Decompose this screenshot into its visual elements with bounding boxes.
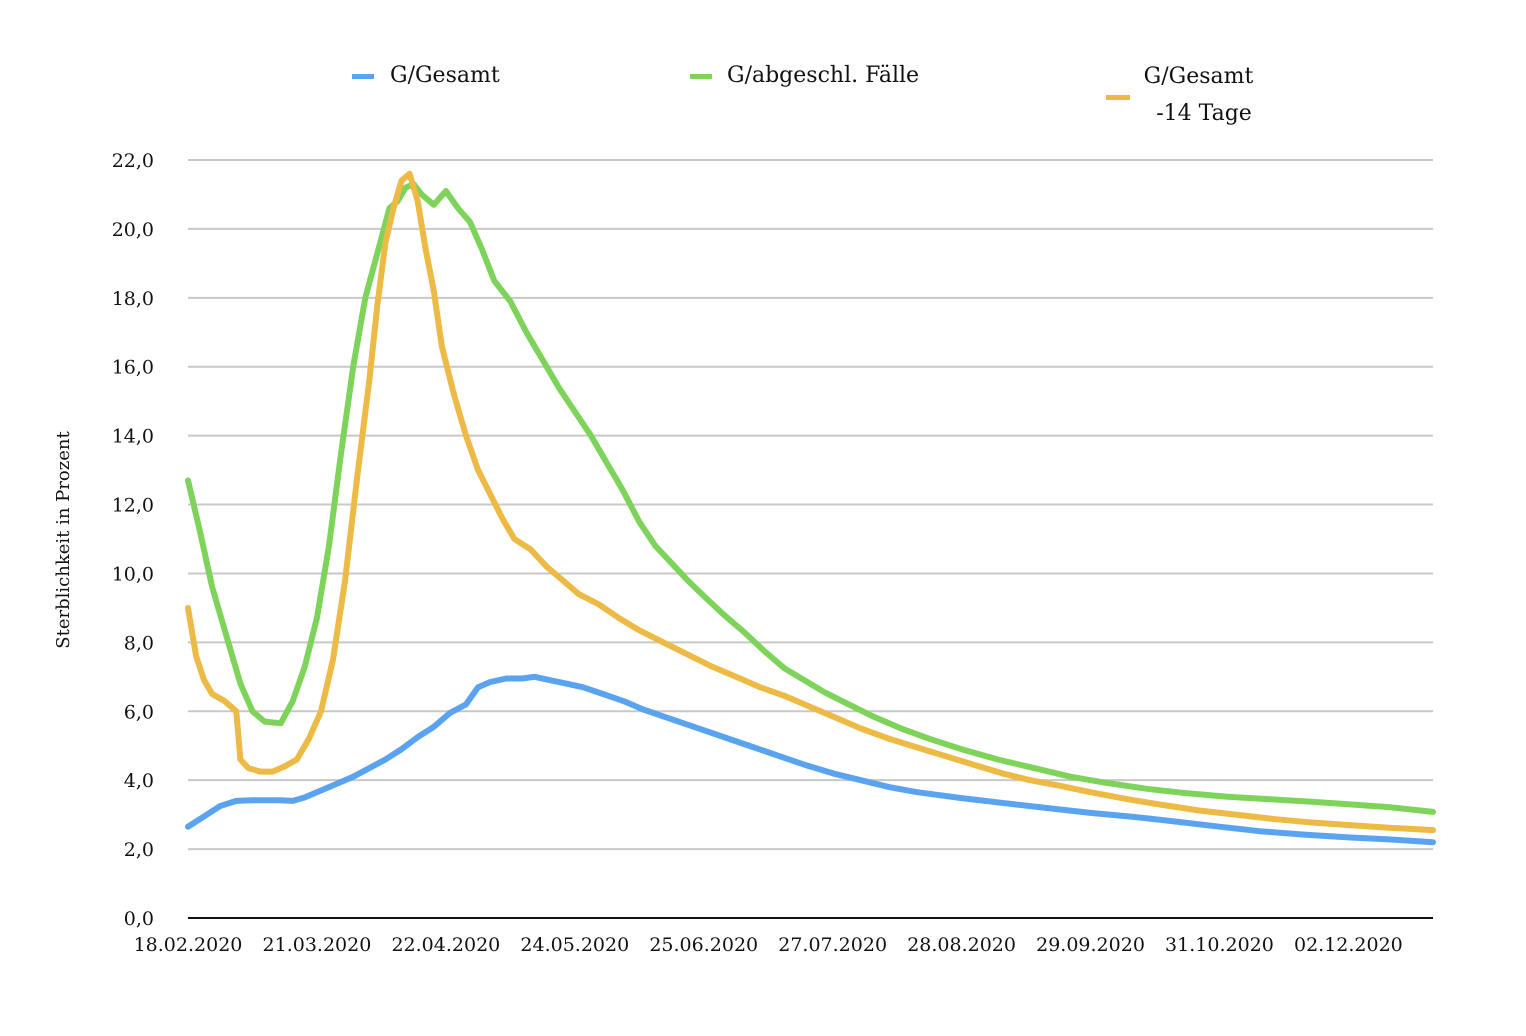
legend-label-abgeschl: G/abgeschl. Fälle [727,63,919,88]
x-tick-label: 02.12.2020 [1294,934,1403,956]
y-tick-label: 8,0 [124,632,154,654]
y-axis-title: Sterblichkeit in Prozent [53,431,74,649]
x-tick-label: 22.04.2020 [391,934,500,956]
series-line-gesamt [185,673,1436,846]
y-tick-label: 12,0 [112,495,154,517]
y-tick-label: 10,0 [112,563,154,585]
y-tick-label: 4,0 [124,770,154,792]
x-tick-label: 21.03.2020 [263,934,372,956]
y-tick-label: 18,0 [112,288,154,310]
series-lines [185,170,1436,846]
y-tick-label: 6,0 [124,701,154,723]
y-tick-label: 0,0 [124,908,154,930]
series-line-gesamt-14 [185,170,1436,834]
y-tick-label: 22,0 [112,150,154,172]
legend-swatch-gesamt-14 [1106,95,1130,100]
legend-swatch-abgeschl [690,74,712,79]
x-tick-label: 27.07.2020 [778,934,887,956]
legend-label-gesamt-14: G/Gesamt -14 Tage [1144,64,1261,126]
y-axis-ticks: 0,0 2,0 4,0 6,0 8,0 10,0 12,0 14,0 16,0 18,0 20,0 2… [112,150,154,930]
y-tick-label: 16,0 [112,357,154,379]
legend-item-gesamt-14: G/Gesamt -14 Tage [1106,64,1261,126]
x-tick-label: 24.05.2020 [520,934,629,956]
legend: G/Gesamt G/abgeschl. Fälle G/Gesamt -14 … [352,63,1261,126]
x-tick-label: 25.06.2020 [649,934,758,956]
x-tick-label: 18.02.2020 [134,934,243,956]
y-tick-label: 2,0 [124,839,154,861]
series-line-abgeschl [185,181,1436,815]
y-tick-label: 14,0 [112,426,154,448]
legend-item-gesamt: G/Gesamt [352,63,500,88]
gridlines [188,159,1433,851]
x-tick-label: 31.10.2020 [1165,934,1274,956]
legend-swatch-gesamt [352,74,374,79]
x-tick-label: 29.09.2020 [1036,934,1145,956]
x-tick-label: 28.08.2020 [907,934,1016,956]
y-tick-label: 20,0 [112,219,154,241]
legend-item-abgeschl: G/abgeschl. Fälle [690,63,919,88]
x-axis-ticks: 18.02.2020 21.03.2020 22.04.2020 24.05.2020… [134,934,1403,956]
legend-label-gesamt: G/Gesamt [390,63,500,88]
